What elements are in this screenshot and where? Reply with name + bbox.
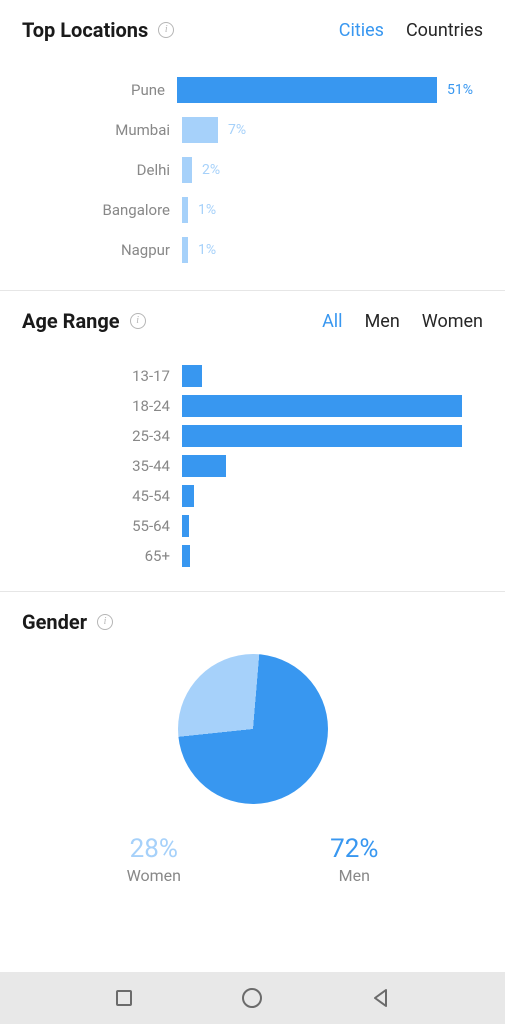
- age-bar-wrap: [182, 455, 473, 477]
- age-label: 55-64: [32, 517, 182, 535]
- men-label: Men: [330, 866, 378, 885]
- location-label: Delhi: [32, 161, 182, 179]
- age-row: 35-44: [32, 451, 473, 481]
- age-label: 18-24: [32, 397, 182, 415]
- age-bar-wrap: [182, 545, 473, 567]
- location-bar: [182, 157, 192, 183]
- tab-countries[interactable]: Countries: [406, 20, 483, 41]
- age-bar: [182, 545, 190, 567]
- pie: [178, 654, 328, 804]
- top-locations-header: Top Locations i Cities Countries: [22, 18, 483, 42]
- location-bar-wrap: 1%: [182, 197, 473, 223]
- location-bar: [182, 197, 188, 223]
- women-pct: 28%: [127, 834, 181, 864]
- location-pct: 1%: [198, 202, 216, 218]
- nav-back-icon[interactable]: [370, 987, 392, 1009]
- location-pct: 51%: [447, 82, 473, 98]
- locations-tabs: Cities Countries: [339, 20, 483, 41]
- age-bar: [182, 455, 226, 477]
- age-chart: 13-17 18-24 25-34 35-44 45-54 55-64 65+: [22, 361, 483, 571]
- age-label: 25-34: [32, 427, 182, 445]
- age-bar-wrap: [182, 365, 473, 387]
- gender-body: 28% Women 72% Men: [22, 648, 483, 885]
- location-pct: 1%: [198, 242, 216, 258]
- age-bar: [182, 395, 462, 417]
- gender-header: Gender i: [22, 610, 483, 634]
- location-bar: [182, 237, 188, 263]
- android-navbar: [0, 972, 505, 1024]
- location-label: Nagpur: [32, 241, 182, 259]
- location-row: Pune 51%: [32, 70, 473, 110]
- location-label: Pune: [32, 81, 177, 99]
- age-bar-wrap: [182, 395, 473, 417]
- location-row: Mumbai 7%: [32, 110, 473, 150]
- age-bar: [182, 485, 194, 507]
- age-label: 35-44: [32, 457, 182, 475]
- age-bar: [182, 365, 202, 387]
- age-bar: [182, 515, 189, 537]
- age-range-header: Age Range i All Men Women: [22, 309, 483, 333]
- gender-pie-chart: [178, 654, 328, 804]
- info-icon[interactable]: i: [97, 614, 113, 630]
- info-icon[interactable]: i: [130, 313, 146, 329]
- age-label: 45-54: [32, 487, 182, 505]
- age-bar-wrap: [182, 425, 473, 447]
- location-row: Bangalore 1%: [32, 190, 473, 230]
- gender-stats: 28% Women 72% Men: [22, 834, 483, 885]
- gender-stat-women: 28% Women: [127, 834, 181, 885]
- age-range-section: Age Range i All Men Women 13-17 18-24 25-3…: [0, 291, 505, 591]
- top-locations-title: Top Locations: [22, 18, 148, 42]
- men-pct: 72%: [330, 834, 378, 864]
- women-label: Women: [127, 866, 181, 885]
- nav-recent-icon[interactable]: [114, 988, 134, 1008]
- location-bar: [177, 77, 437, 103]
- location-row: Delhi 2%: [32, 150, 473, 190]
- tab-men[interactable]: Men: [365, 311, 400, 332]
- tab-cities[interactable]: Cities: [339, 20, 384, 41]
- location-bar: [182, 117, 218, 143]
- age-range-title: Age Range: [22, 309, 120, 333]
- age-bar-wrap: [182, 485, 473, 507]
- gender-title: Gender: [22, 610, 87, 634]
- age-row: 18-24: [32, 391, 473, 421]
- tab-all[interactable]: All: [322, 311, 343, 332]
- locations-chart: Pune 51% Mumbai 7% Delhi 2% Bangalore 1% Nagpur 1…: [22, 70, 483, 270]
- age-row: 55-64: [32, 511, 473, 541]
- age-row: 25-34: [32, 421, 473, 451]
- location-bar-wrap: 51%: [177, 77, 473, 103]
- age-label: 65+: [32, 547, 182, 565]
- tab-women[interactable]: Women: [422, 311, 483, 332]
- age-row: 45-54: [32, 481, 473, 511]
- gender-stat-men: 72% Men: [330, 834, 378, 885]
- nav-home-icon[interactable]: [241, 987, 263, 1009]
- gender-section: Gender i 28% Women 72% Men: [0, 592, 505, 905]
- age-bar-wrap: [182, 515, 473, 537]
- location-label: Mumbai: [32, 121, 182, 139]
- age-label: 13-17: [32, 367, 182, 385]
- location-pct: 2%: [202, 162, 220, 178]
- title-wrap: Top Locations i: [22, 18, 174, 42]
- info-icon[interactable]: i: [158, 22, 174, 38]
- location-bar-wrap: 1%: [182, 237, 473, 263]
- age-row: 65+: [32, 541, 473, 571]
- title-wrap: Age Range i: [22, 309, 146, 333]
- age-bar: [182, 425, 462, 447]
- location-row: Nagpur 1%: [32, 230, 473, 270]
- location-label: Bangalore: [32, 201, 182, 219]
- location-pct: 7%: [228, 122, 246, 138]
- location-bar-wrap: 7%: [182, 117, 473, 143]
- age-tabs: All Men Women: [322, 311, 483, 332]
- title-wrap: Gender i: [22, 610, 113, 634]
- age-row: 13-17: [32, 361, 473, 391]
- top-locations-section: Top Locations i Cities Countries Pune 51%…: [0, 0, 505, 290]
- location-bar-wrap: 2%: [182, 157, 473, 183]
